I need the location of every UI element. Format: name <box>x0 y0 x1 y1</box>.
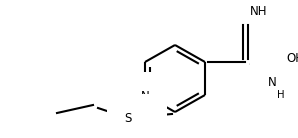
Text: NH: NH <box>250 5 268 18</box>
Text: N: N <box>268 75 276 88</box>
Text: H: H <box>277 90 285 100</box>
Text: N: N <box>141 90 149 103</box>
Text: OH: OH <box>286 52 298 65</box>
Text: S: S <box>124 112 132 124</box>
